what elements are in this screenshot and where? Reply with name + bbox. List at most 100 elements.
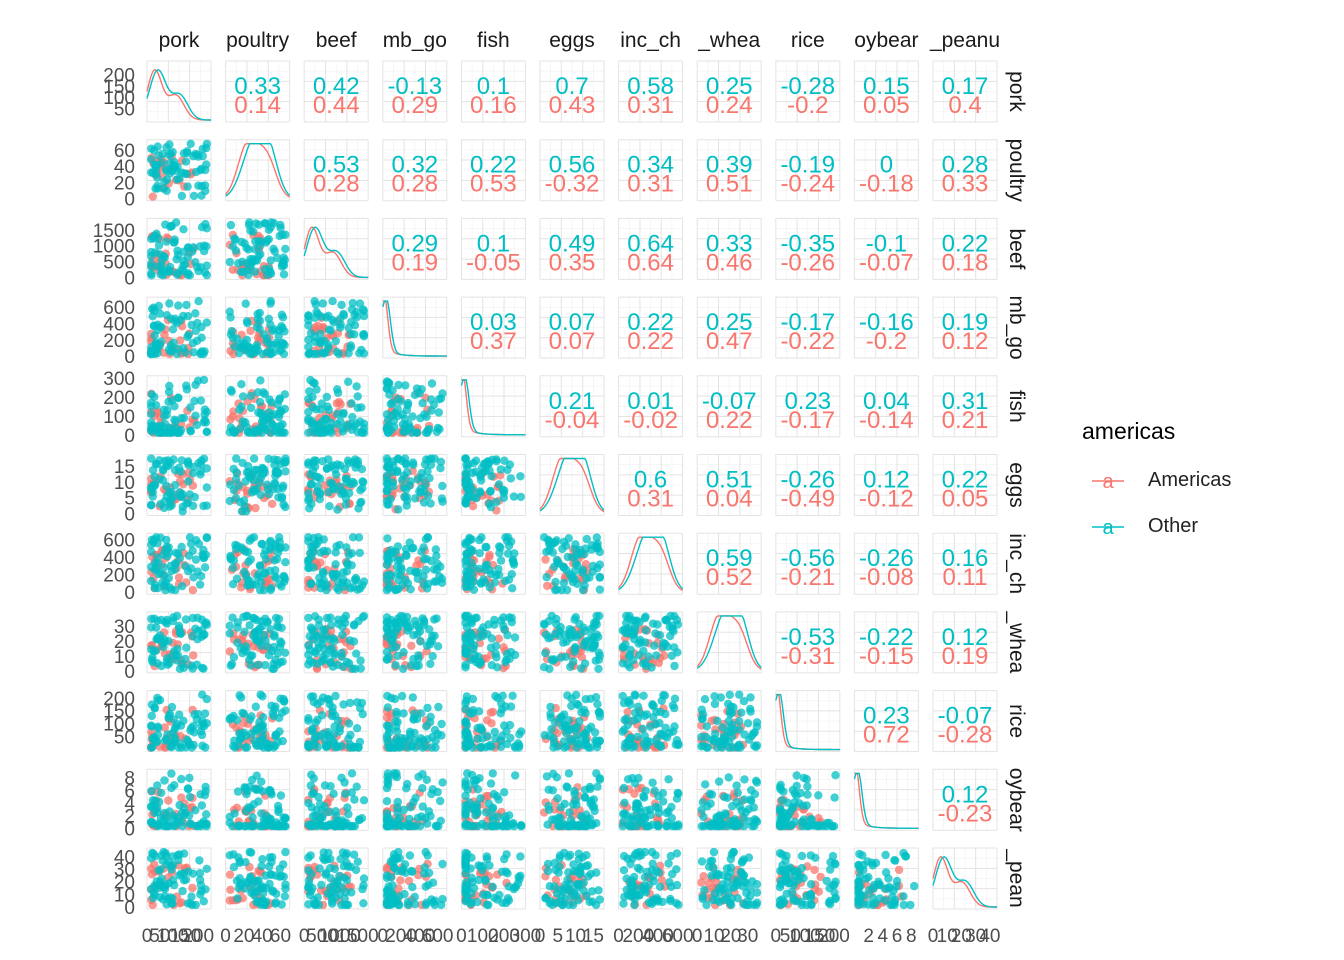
point-other xyxy=(202,407,211,416)
point-other xyxy=(182,643,191,652)
panel-wheat_and_wheat_products-wheat_and_wheat_products xyxy=(696,611,762,674)
point-other xyxy=(318,457,327,466)
corr-other: 0.25 xyxy=(706,309,753,336)
point-other xyxy=(419,555,429,564)
point-other xyxy=(249,454,259,463)
point-other xyxy=(234,481,243,490)
point-other xyxy=(320,582,329,591)
point-other xyxy=(148,743,157,752)
point-other xyxy=(279,253,288,262)
point-other xyxy=(382,384,392,394)
corr-americas: -0.08 xyxy=(859,564,914,591)
point-other xyxy=(155,631,165,640)
point-other xyxy=(338,630,347,640)
point-other xyxy=(175,628,185,638)
point-other xyxy=(277,262,287,271)
point-other xyxy=(670,661,679,671)
panel-rice-wheat_and_wheat_products xyxy=(696,690,762,753)
point-other xyxy=(383,480,392,489)
point-other xyxy=(245,218,254,227)
point-americas xyxy=(316,558,325,567)
point-other xyxy=(595,573,604,582)
point-other xyxy=(230,342,239,351)
point-other xyxy=(346,740,355,750)
point-americas xyxy=(407,641,416,650)
point-other xyxy=(226,480,235,489)
point-other xyxy=(190,396,199,406)
point-other xyxy=(273,622,283,632)
point-other xyxy=(461,649,471,659)
panel-pork-rice: -0.28-0.2 xyxy=(775,60,841,123)
point-other xyxy=(242,243,251,253)
point-other xyxy=(326,426,335,435)
corr-americas: -0.04 xyxy=(545,407,600,434)
point-other xyxy=(390,618,400,628)
point-other xyxy=(200,563,210,572)
point-other xyxy=(162,237,171,246)
point-other xyxy=(279,696,289,706)
point-other xyxy=(157,256,167,265)
point-other xyxy=(199,630,208,640)
corr-americas: 0.47 xyxy=(706,328,753,355)
panel-fish-beef xyxy=(303,375,369,438)
corr-other: 0.25 xyxy=(706,73,753,100)
point-other xyxy=(408,693,417,702)
corr-americas: -0.05 xyxy=(466,249,521,276)
point-other xyxy=(153,160,162,170)
point-other xyxy=(172,349,182,359)
point-other xyxy=(581,729,590,738)
point-other xyxy=(412,428,421,437)
point-other xyxy=(173,318,182,328)
corr-other: 0.01 xyxy=(627,388,674,415)
point-other xyxy=(403,579,413,588)
point-other xyxy=(280,390,289,399)
point-other xyxy=(312,631,321,641)
point-other xyxy=(154,241,164,250)
point-other xyxy=(225,496,234,506)
point-other xyxy=(327,479,337,488)
panel-wheat_and_wheat_products-soybeans: -0.22-0.15 xyxy=(853,611,919,674)
point-other xyxy=(266,269,276,278)
point-other xyxy=(576,664,586,673)
point-other xyxy=(201,743,210,752)
point-other xyxy=(423,584,432,593)
point-other xyxy=(490,727,499,737)
point-other xyxy=(150,331,159,340)
point-other xyxy=(259,585,268,595)
point-other xyxy=(262,337,271,346)
corr-other: 0.04 xyxy=(863,388,910,415)
corr-other: 0.32 xyxy=(391,152,438,179)
point-other xyxy=(256,490,265,500)
point-other xyxy=(159,184,168,193)
panel-beef-nuts_inc_peanut_butter: 0.220.18 xyxy=(932,217,998,280)
point-other xyxy=(167,585,176,594)
point-other xyxy=(251,634,261,643)
point-other xyxy=(168,325,178,334)
point-other xyxy=(256,736,265,745)
point-other xyxy=(423,533,432,542)
corr-other: 0.21 xyxy=(549,388,596,415)
point-other xyxy=(337,300,346,310)
corr-other: 0.33 xyxy=(234,73,281,100)
point-other xyxy=(355,349,364,358)
corr-other: 0.53 xyxy=(313,152,360,179)
point-other xyxy=(246,555,256,564)
panel-pork-milk_inc_cheese: 0.580.31 xyxy=(618,60,684,123)
point-other xyxy=(202,318,211,327)
point-other xyxy=(560,630,569,639)
point-other xyxy=(504,541,514,550)
panel-pork-wheat_and_wheat_products: 0.250.24 xyxy=(696,60,762,123)
point-other xyxy=(275,409,284,419)
panel-rice-beef xyxy=(303,690,369,753)
point-other xyxy=(423,467,432,476)
point-other xyxy=(652,651,661,660)
point-other xyxy=(279,481,288,490)
point-other xyxy=(469,492,478,502)
point-other xyxy=(321,631,331,640)
point-other xyxy=(639,646,648,656)
panel-fish-nuts_inc_peanut_butter: 0.310.21 xyxy=(932,375,998,438)
point-other xyxy=(653,740,662,749)
point-other xyxy=(251,702,260,711)
corr-other: 0.58 xyxy=(627,73,674,100)
corr-other: 0.31 xyxy=(942,388,989,415)
